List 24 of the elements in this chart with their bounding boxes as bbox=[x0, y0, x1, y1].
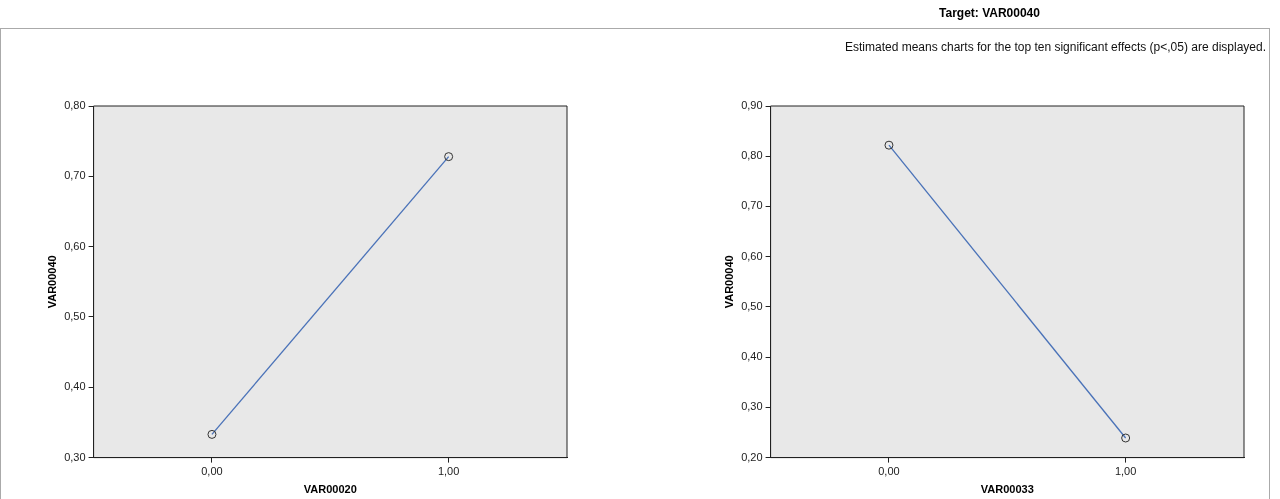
y-tick-label: 0,70 bbox=[64, 169, 86, 182]
y-axis-title: VAR00040 bbox=[45, 255, 58, 309]
y-tick-label: 0,30 bbox=[64, 450, 86, 463]
y-axis-title: VAR00040 bbox=[722, 255, 735, 309]
y-tick-label: 0,90 bbox=[741, 99, 763, 112]
y-tick-label: 0,40 bbox=[741, 350, 763, 363]
chart-title: Target: VAR00040 bbox=[938, 6, 1041, 20]
y-tick-label: 0,50 bbox=[741, 299, 763, 312]
x-tick-label: 1,00 bbox=[1114, 465, 1137, 478]
x-axis-title: VAR00033 bbox=[980, 483, 1034, 496]
y-tick-label: 0,80 bbox=[64, 99, 86, 112]
x-tick-label: 0,00 bbox=[201, 465, 223, 478]
y-tick-label: 0,40 bbox=[64, 380, 86, 393]
y-tick-label: 0,20 bbox=[741, 450, 763, 463]
y-tick-label: 0,70 bbox=[741, 199, 763, 212]
x-tick-label: 0,00 bbox=[878, 465, 900, 478]
y-tick-label: 0,60 bbox=[64, 239, 86, 252]
x-tick-label: 1,00 bbox=[437, 465, 460, 478]
y-tick-label: 0,80 bbox=[741, 149, 763, 162]
x-axis-title: VAR00020 bbox=[303, 483, 357, 496]
y-tick-label: 0,30 bbox=[741, 400, 763, 413]
text: Estimated means charts for the top ten significant effects (p<,05) are displayed. bbox=[844, 40, 1266, 54]
y-tick-label: 0,60 bbox=[741, 249, 763, 262]
y-tick-label: 0,50 bbox=[64, 309, 86, 322]
